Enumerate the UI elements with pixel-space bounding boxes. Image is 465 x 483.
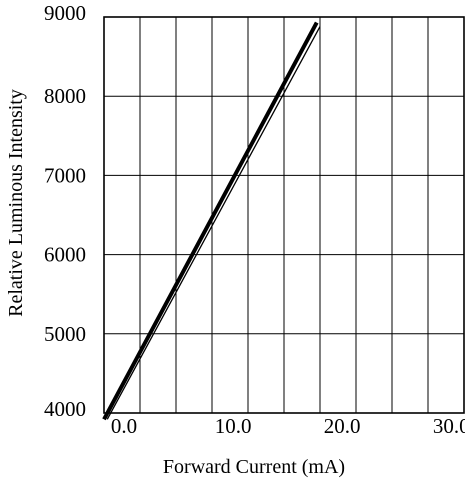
series-line-1 [102,21,319,421]
y-tick-label: 7000 [44,163,86,187]
x-tick-label: 20.0 [324,414,361,438]
y-tick-label: 6000 [44,243,86,267]
series-line-2 [106,26,321,420]
plot-frame [103,16,465,414]
series-lines [102,21,321,421]
y-axis-label: Relative Luminous Intensity [5,89,27,317]
x-axis-label: Forward Current (mA) [163,456,345,478]
x-tick-label: 0.0 [111,414,137,438]
x-tick-label: 30.0 [433,414,465,438]
y-tick-labels: 4000 5000 6000 7000 8000 9000 [44,1,86,421]
x-tick-labels: 0.0 10.0 20.0 30.0 [111,414,465,438]
x-tick-label: 10.0 [215,414,252,438]
y-tick-label: 5000 [44,322,86,346]
y-tick-label: 4000 [44,397,86,421]
y-tick-label: 8000 [44,84,86,108]
y-tick-label: 9000 [44,1,86,25]
grid [104,17,464,413]
